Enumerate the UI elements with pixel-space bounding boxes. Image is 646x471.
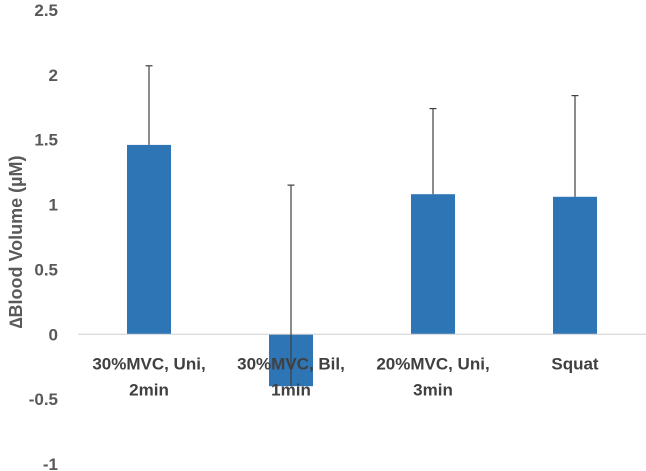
x-tick-label: 20%MVC, Uni, 3min xyxy=(376,354,489,399)
x-tick-label: Squat xyxy=(551,354,599,373)
y-tick-label: -0.5 xyxy=(29,390,58,409)
y-tick-label: 0 xyxy=(49,325,58,344)
x-tick-label: 30%MVC, Bil, 1min xyxy=(237,354,345,399)
bar xyxy=(553,196,597,335)
y-axis-label-group: ∆Blood Volume (µM) xyxy=(6,155,26,328)
bar xyxy=(127,144,171,335)
y-tick-label: 0.5 xyxy=(34,260,58,279)
y-tick-label: -1 xyxy=(43,455,58,471)
y-axis-label: ∆Blood Volume (µM) xyxy=(6,155,26,328)
y-tick-labels: 2.5 2 1.5 1 0.5 0 -0.5 -1 xyxy=(29,1,58,471)
y-tick-label: 2.5 xyxy=(34,1,58,20)
y-tick-label: 2 xyxy=(49,66,58,85)
category-labels: 30%MVC, Uni, 2min 30%MVC, Bil, 1min 20%MVC, … xyxy=(92,354,599,399)
error-bars xyxy=(145,65,579,387)
bar xyxy=(411,194,455,335)
bars xyxy=(127,144,597,387)
y-tick-label: 1.5 xyxy=(34,131,58,150)
x-tick-label: 30%MVC, Uni, 2min xyxy=(92,354,205,399)
y-tick-label: 1 xyxy=(49,196,58,215)
